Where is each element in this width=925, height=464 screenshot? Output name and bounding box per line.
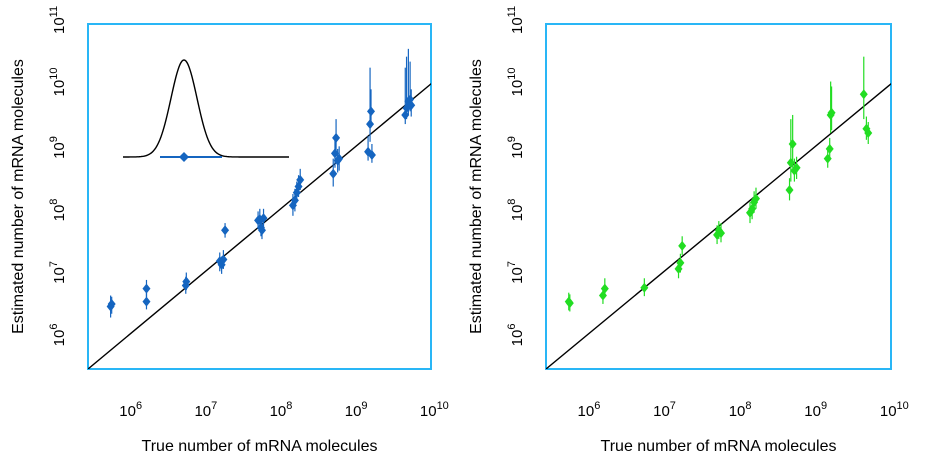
identity-line [546, 82, 891, 369]
data-point [329, 168, 338, 179]
data-point [219, 254, 228, 265]
x-tick-label: 108 [270, 400, 293, 420]
right-plot-panel: 106 107 108 109 1010 106 107 108 109 1010 1011 True… [468, 6, 909, 455]
y-tick-label: 108 [48, 199, 68, 222]
data-point [859, 89, 868, 100]
x-axis-label: True number of mRNA molecules [142, 438, 378, 455]
y-tick-label: 108 [506, 199, 526, 222]
data-point [142, 296, 151, 307]
data-point [367, 149, 376, 160]
data-point [407, 100, 416, 111]
data-point [786, 157, 795, 168]
data-point [332, 132, 341, 143]
y-tick-label: 1010 [506, 68, 526, 97]
plot-frame [545, 23, 892, 370]
x-tick-label: 109 [345, 400, 368, 420]
y-tick-label: 1011 [506, 6, 526, 34]
data-point [182, 276, 191, 287]
y-tick-label: 1010 [48, 68, 68, 97]
data-point [565, 298, 574, 309]
y-axis-label: Estimated number of mRNA molecules [10, 59, 27, 334]
y-tick-label: 109 [48, 136, 68, 159]
data-point [864, 127, 873, 138]
data-point [785, 185, 794, 196]
y-tick-label: 106 [48, 324, 68, 347]
x-tick-label: 107 [653, 400, 676, 420]
plot-frame [87, 23, 432, 370]
left-plot-panel: 106 107 108 109 1010 106 107 108 109 1010 1011 True… [10, 6, 449, 455]
data-point [335, 153, 344, 164]
data-point [221, 225, 230, 236]
data-point [823, 153, 832, 164]
data-point [640, 282, 649, 293]
data-point [296, 174, 305, 185]
x-tick-label: 1010 [420, 400, 449, 420]
data-point [401, 109, 410, 120]
data-point [827, 107, 836, 118]
y-tick-label: 106 [506, 324, 526, 347]
data-point [751, 193, 760, 204]
y-axis-label: Estimated number of mRNA molecules [468, 59, 485, 334]
identity-line [88, 82, 431, 369]
data-point [107, 298, 116, 309]
x-tick-label: 106 [578, 400, 601, 420]
data-point [366, 119, 375, 130]
data-point [825, 143, 834, 154]
y-tick-label: 1011 [48, 6, 68, 34]
data-point [792, 162, 801, 173]
x-tick-label: 109 [804, 400, 827, 420]
data-point [788, 138, 797, 149]
x-axis-label: True number of mRNA molecules [601, 438, 837, 455]
data-point [257, 225, 266, 236]
data-point [678, 240, 687, 251]
data-point [600, 283, 609, 294]
y-tick-label: 109 [506, 136, 526, 159]
x-tick-label: 106 [119, 400, 142, 420]
x-tick-label: 107 [194, 400, 217, 420]
x-tick-label: 108 [729, 400, 752, 420]
density-curve [123, 59, 289, 158]
data-point [717, 228, 726, 239]
data-point [367, 106, 376, 117]
point-estimate-marker [179, 152, 189, 162]
data-point [142, 283, 151, 294]
data-point [676, 257, 685, 268]
inset-density-schematic [123, 59, 289, 162]
y-tick-label: 107 [48, 261, 68, 284]
data-point [259, 213, 268, 224]
y-tick-label: 107 [506, 261, 526, 284]
x-tick-label: 1010 [880, 400, 909, 420]
data-point [330, 148, 339, 159]
